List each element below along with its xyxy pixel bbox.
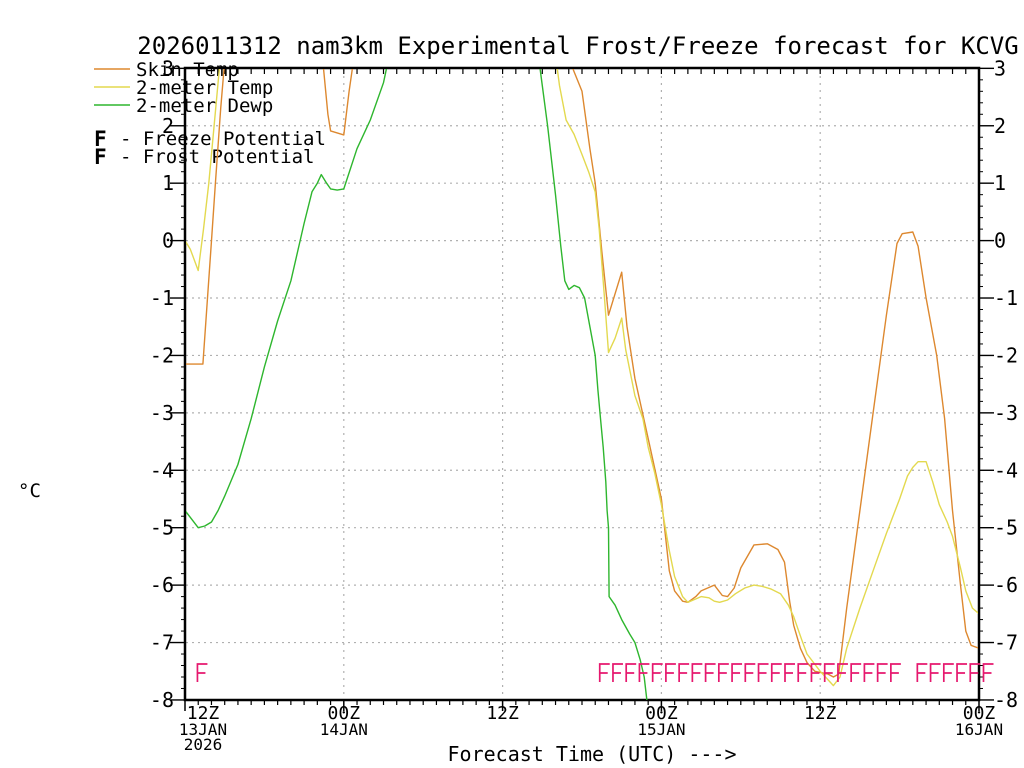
freeze-F-marker [691,663,703,682]
y-tick-label-right: -5 [994,516,1018,540]
y-tick-label-left: 0 [162,229,174,253]
freeze-F-marker [810,663,822,682]
y-tick-label-right: 0 [994,229,1006,253]
x-tick-label: 12Z [187,703,220,724]
freeze-potential-markers [196,663,994,682]
freeze-F-marker [956,663,968,682]
y-tick-label-right: -3 [994,401,1018,425]
y-tick-label-left: -7 [150,631,174,655]
y-tick-label-left: 1 [162,171,174,195]
freeze-F-marker [625,663,637,682]
x-tick-label: 00Z [963,703,996,724]
legend: Skin Temp 2-meter Temp 2-meter Dewp F - … [94,59,326,169]
series-skin-temp [186,69,978,678]
freeze-F-marker [982,663,994,682]
y-tick-label-left: -3 [150,401,174,425]
freeze-F-marker [929,663,941,682]
chart-title: 2026011312 nam3km Experimental Frost/Fre… [137,32,1018,60]
series-2-meter-dewp [186,69,648,700]
freeze-F-marker [612,663,623,682]
y-tick-label-right: 1 [994,171,1006,195]
freeze-F-marker [890,663,901,682]
y-tick-label-left: -1 [150,286,174,310]
freeze-F-marker [638,663,650,682]
series-2-meter-temp [186,69,978,687]
x-tick-label: 12Z [804,703,837,724]
freeze-F-marker [665,663,676,682]
y-tick-label-right: -2 [994,343,1018,367]
y-tick-label-left: -8 [150,688,174,712]
freeze-potential-symbol: F [94,127,107,151]
freeze-F-marker [942,663,954,682]
freeze-F-marker [651,663,663,682]
freeze-F-marker [678,663,690,682]
freeze-F-marker [757,663,769,682]
x-tick-label: 14JAN [320,720,368,739]
x-tick-label: 00Z [328,703,361,724]
y-tick-label-left: 2 [162,114,174,138]
freeze-F-marker [731,663,743,682]
y-tick-label-right: -1 [994,286,1018,310]
freeze-F-marker [876,663,888,682]
tick-labels: 3 3 2 2 1 1 0 0 -1 -1 -2 -2 -3 -3 -4 -4 -5 -5 -6 -6 -7 -7 -8 -8… [150,56,1018,754]
y-tick-label-right: -4 [994,458,1018,482]
freeze-F-marker [598,663,610,682]
freeze-F-marker [823,663,835,682]
freeze-F-marker [797,663,809,682]
x-tick-label: 16JAN [955,720,1003,739]
y-tick-label-right: -8 [994,688,1018,712]
frost-potential-symbol: F [94,145,107,169]
x-tick-label: 00Z [645,703,678,724]
plot-frame [183,66,981,702]
freeze-F-marker [717,663,729,682]
freeze-F-marker [770,663,782,682]
freeze-F-marker [196,663,208,682]
freeze-F-marker [744,663,756,682]
freeze-F-marker [863,663,875,682]
y-tick-label-left: -6 [150,573,174,597]
y-tick-label-left: 3 [162,56,174,80]
y-axis-unit-label: °C [18,480,41,502]
freeze-F-marker [969,663,981,682]
plot-area: 3 3 2 2 1 1 0 0 -1 -1 -2 -2 -3 -3 -4 -4 -5 -5 -6 -6 -7 -7 -8 -8… [150,56,1018,754]
x-tick-label: 15JAN [637,720,685,739]
freeze-F-marker [784,663,795,682]
freeze-potential-label: - Freeze Potential [120,128,326,150]
freeze-F-marker [850,663,862,682]
y-tick-label-right: 3 [994,56,1006,80]
legend-label-2m-dewp: 2-meter Dewp [136,95,273,117]
legend-label-2m-temp: 2-meter Temp [136,77,273,99]
legend-label-skin-temp: Skin Temp [136,59,239,81]
y-tick-label-left: -2 [150,343,174,367]
freeze-F-marker [704,663,716,682]
freeze-F-marker [916,663,928,682]
x-tick-label: 12Z [486,703,519,724]
y-tick-label-right: -7 [994,631,1018,655]
x-axis-label: Forecast Time (UTC) ---> [448,742,737,766]
y-tick-label-left: -5 [150,516,174,540]
x-tick-label: 13JAN [179,720,227,739]
y-tick-label-left: -4 [150,458,174,482]
y-tick-label-right: 2 [994,114,1006,138]
y-tick-label-right: -6 [994,573,1018,597]
freeze-F-marker [837,663,848,682]
x-tick-label: 2026 [184,735,223,754]
